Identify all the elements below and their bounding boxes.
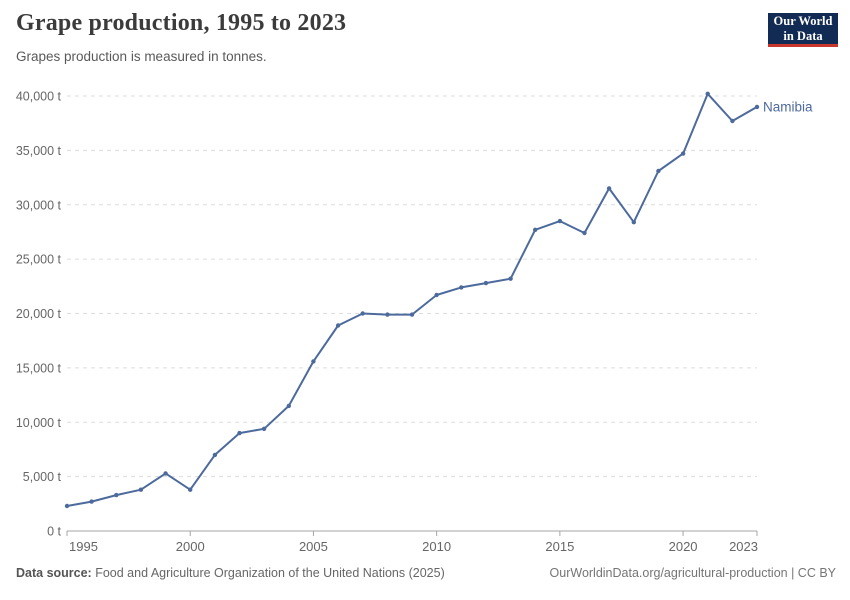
data-point[interactable] (212, 452, 218, 458)
chart-footer: Data source: Food and Agriculture Organi… (16, 566, 836, 580)
x-tick-label: 2015 (545, 539, 574, 554)
data-point[interactable] (754, 104, 760, 110)
data-point[interactable] (360, 311, 365, 316)
y-tick-label: 10,000 t (16, 416, 62, 430)
data-point[interactable] (286, 403, 291, 409)
owid-logo-line1: Our World (773, 14, 833, 28)
data-source-label: Data source: (16, 566, 92, 580)
data-point[interactable] (64, 503, 70, 509)
data-point[interactable] (557, 218, 563, 224)
y-tick-label: 5,000 t (23, 470, 62, 484)
x-tick-label: 2000 (176, 539, 205, 554)
x-tick-label: 2020 (669, 539, 698, 554)
x-tick-label: 2010 (422, 539, 451, 554)
data-point[interactable] (385, 312, 390, 317)
data-point[interactable] (606, 186, 612, 191)
y-tick-label: 30,000 t (16, 198, 62, 212)
data-source: Data source: Food and Agriculture Organi… (16, 566, 445, 580)
series-label-namibia[interactable]: Namibia (763, 99, 813, 114)
y-tick-label: 25,000 t (16, 253, 62, 267)
y-tick-label: 40,000 t (16, 90, 62, 104)
x-tick-label: 1995 (69, 539, 98, 554)
data-point[interactable] (237, 430, 242, 436)
data-point[interactable] (483, 280, 489, 286)
data-point[interactable] (138, 487, 144, 492)
owid-logo[interactable]: Our World in Data (768, 13, 838, 47)
data-point[interactable] (459, 285, 464, 290)
data-point[interactable] (335, 323, 341, 328)
footer-link[interactable]: OurWorldinData.org/agricultural-producti… (549, 566, 836, 580)
data-point[interactable] (705, 91, 710, 97)
series-line-namibia[interactable] (66, 92, 758, 507)
chart-title: Grape production, 1995 to 2023 (16, 10, 347, 36)
data-point[interactable] (89, 499, 94, 504)
data-source-text: Food and Agriculture Organization of the… (95, 566, 445, 580)
data-point[interactable] (163, 471, 168, 476)
data-point[interactable] (409, 312, 415, 317)
x-tick-label: 2023 (729, 539, 758, 554)
chart-subtitle: Grapes production is measured in tonnes. (16, 49, 267, 64)
y-tick-label: 15,000 t (16, 361, 62, 375)
data-point[interactable] (508, 276, 513, 281)
data-point[interactable] (261, 426, 267, 431)
owid-logo-line2: in Data (783, 28, 823, 43)
data-point[interactable] (656, 168, 661, 174)
data-point[interactable] (680, 151, 686, 156)
y-tick-label: 0 t (47, 525, 61, 539)
data-point[interactable] (434, 292, 439, 298)
y-tick-label: 20,000 t (16, 307, 62, 321)
data-point[interactable] (311, 359, 316, 364)
data-point[interactable] (114, 492, 119, 498)
data-point[interactable] (730, 118, 735, 124)
y-tick-label: 35,000 t (16, 144, 62, 158)
x-tick-label: 2005 (299, 539, 328, 554)
data-point[interactable] (533, 227, 538, 232)
data-point[interactable] (582, 230, 587, 236)
data-point[interactable] (188, 487, 193, 492)
data-point[interactable] (631, 220, 636, 225)
